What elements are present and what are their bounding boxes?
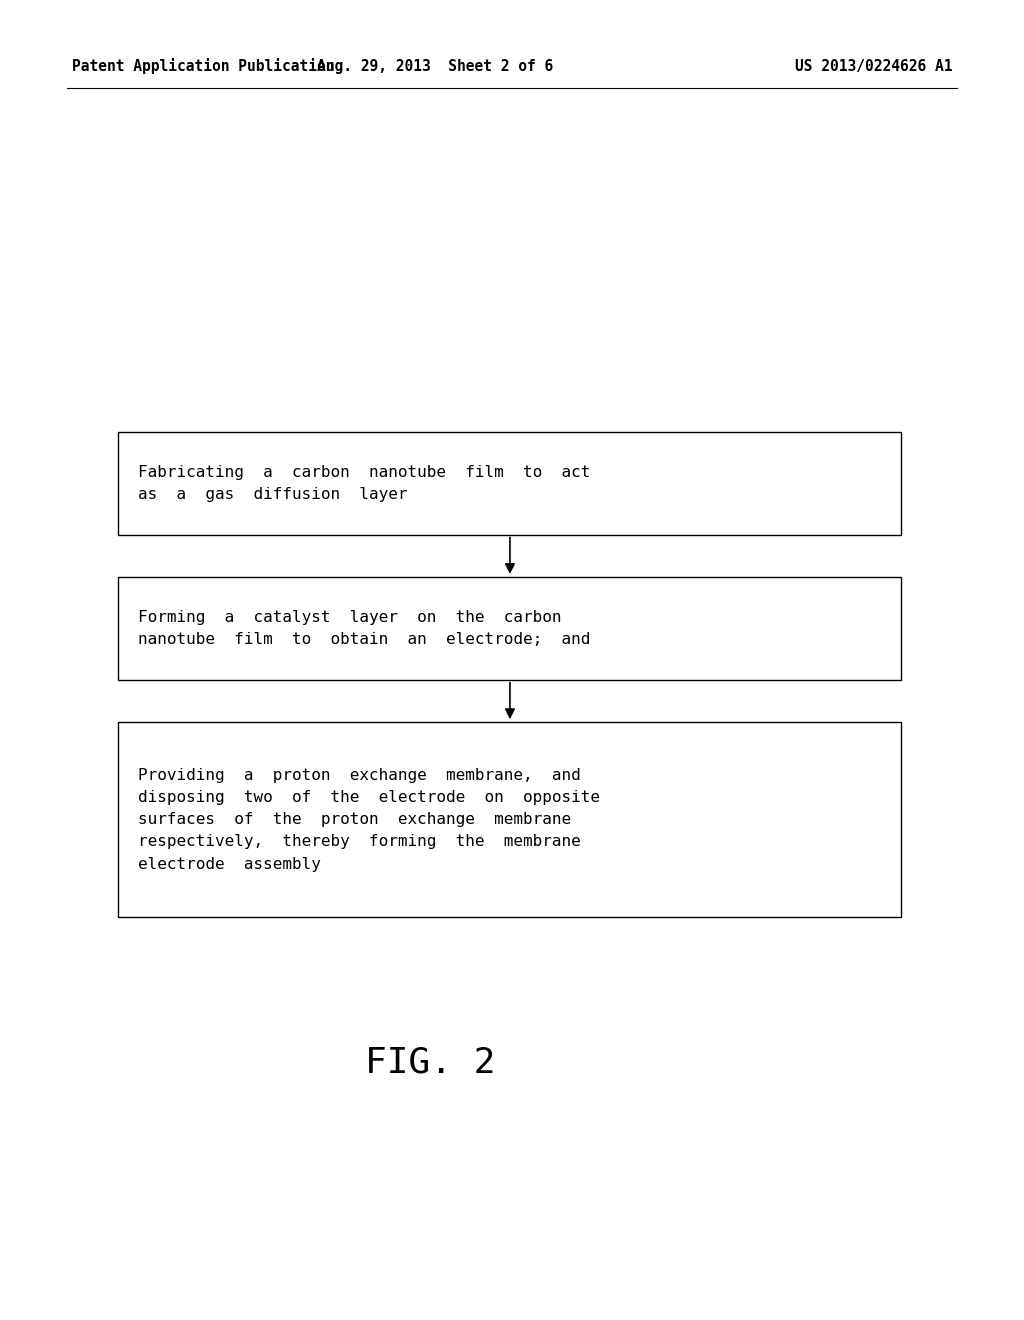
- Text: US 2013/0224626 A1: US 2013/0224626 A1: [795, 58, 952, 74]
- Bar: [118, 577, 901, 680]
- Text: FIG. 2: FIG. 2: [365, 1045, 496, 1080]
- Bar: [118, 432, 901, 535]
- Text: Patent Application Publication: Patent Application Publication: [72, 58, 334, 74]
- Text: Forming  a  catalyst  layer  on  the  carbon
nanotube  film  to  obtain  an  ele: Forming a catalyst layer on the carbon n…: [138, 610, 591, 647]
- Bar: [118, 722, 901, 917]
- Text: Fabricating  a  carbon  nanotube  film  to  act
as  a  gas  diffusion  layer: Fabricating a carbon nanotube film to ac…: [138, 465, 591, 502]
- Text: Providing  a  proton  exchange  membrane,  and
disposing  two  of  the  electrod: Providing a proton exchange membrane, an…: [138, 768, 600, 871]
- Text: Aug. 29, 2013  Sheet 2 of 6: Aug. 29, 2013 Sheet 2 of 6: [317, 58, 553, 74]
